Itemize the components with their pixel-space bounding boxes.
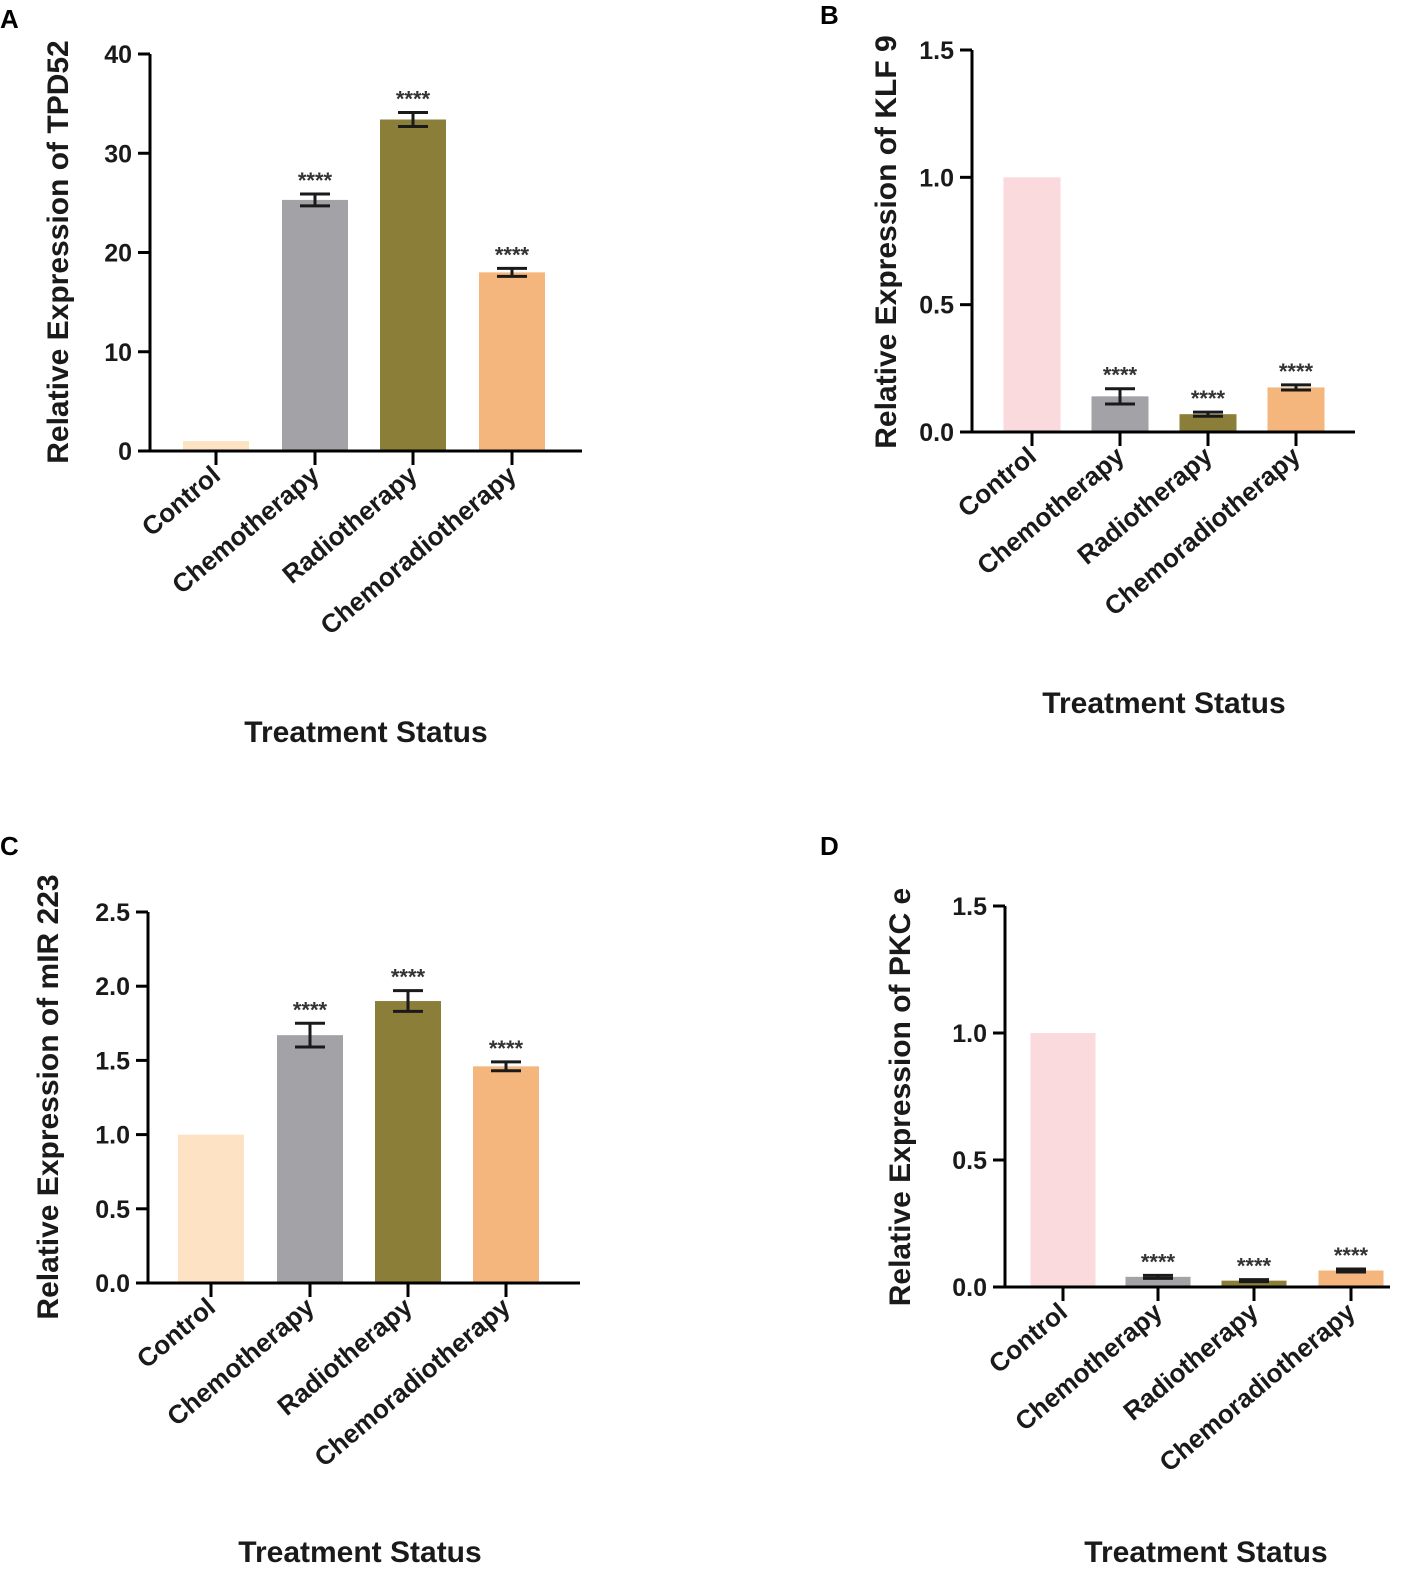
error-bar [1105, 387, 1135, 406]
panel-a: A************010203040ControlChemotherap… [0, 4, 582, 749]
y-tick-label: 0 [118, 438, 132, 466]
y-tick-label: 0.0 [952, 1274, 987, 1302]
error-bar [1336, 1267, 1366, 1274]
y-tick-label: 0.5 [952, 1147, 987, 1175]
panel-d: D**** **** ****0.00.51.01.5ControlChemothe… [820, 831, 1390, 1569]
x-tick-label: Chemoradiotherapy [314, 459, 522, 640]
error-bar [295, 1021, 325, 1049]
significance-label: **** [391, 965, 426, 990]
significance-label: **** [1279, 359, 1314, 384]
x-axis-title: Treatment Status [1084, 1536, 1327, 1569]
significance-label: **** [1237, 1254, 1272, 1279]
error-bar [393, 989, 423, 1013]
error-bar [1193, 410, 1223, 418]
y-tick-label: 20 [104, 240, 132, 268]
x-tick-label: Chemotherapy [971, 440, 1130, 580]
y-tick-label: 10 [104, 339, 132, 367]
y-tick-label: 1.0 [95, 1122, 130, 1150]
x-axis-title: Treatment Status [238, 1536, 481, 1569]
x-tick-label: Control [131, 1292, 221, 1374]
error-bar [1143, 1273, 1173, 1280]
error-bar [1281, 383, 1311, 392]
error-bar [497, 266, 527, 278]
y-tick-label: 1.5 [919, 37, 954, 65]
significance-label: **** [1103, 363, 1138, 388]
y-tick-label: 0.5 [95, 1196, 130, 1224]
error-bar [398, 111, 428, 128]
y-tick-label: 1.0 [919, 164, 954, 192]
significance-label: **** [1334, 1243, 1369, 1268]
y-tick-label: 2.5 [95, 899, 130, 927]
y-tick-label: 0.0 [919, 419, 954, 447]
y-tick-label: 1.0 [952, 1020, 987, 1048]
y-tick-label: 1.5 [952, 893, 987, 921]
bar-chemotherapy [282, 199, 348, 451]
y-axis-title: Relative Expression of PKC e [884, 888, 917, 1306]
x-tick-label: Control [983, 1297, 1073, 1379]
bar-chemotherapy [277, 1035, 343, 1283]
significance-label: **** [1141, 1249, 1176, 1274]
bar-chemoradiotherapy [479, 272, 545, 451]
x-axis-title: Treatment Status [244, 716, 487, 749]
bar-radiotherapy [1221, 1280, 1287, 1287]
panel-letter: C [0, 831, 19, 861]
bar-chemoradiotherapy [1318, 1270, 1384, 1287]
x-tick-label: Control [136, 460, 226, 542]
y-axis-title: Relative Expression of mIR 223 [32, 874, 65, 1319]
significance-label: **** [489, 1036, 524, 1061]
y-tick-label: 0.5 [919, 292, 954, 320]
x-axis-title: Treatment Status [1042, 687, 1285, 720]
bar-control [1030, 1033, 1096, 1287]
panel-letter: B [820, 0, 839, 30]
significance-label: **** [495, 242, 530, 267]
y-tick-label: 1.5 [95, 1047, 130, 1075]
panel-letter: D [820, 831, 839, 861]
panel-letter: A [0, 4, 19, 34]
y-tick-label: 0.0 [95, 1270, 130, 1298]
y-axis-title: Relative Expression of TPD52 [42, 40, 75, 464]
significance-label: **** [293, 997, 328, 1022]
significance-label: **** [396, 87, 431, 112]
error-bar [300, 192, 330, 208]
bar-radiotherapy [380, 119, 446, 451]
panel-c: C************0.00.51.01.52.02.5ControlCh… [0, 831, 580, 1569]
bar-chemotherapy [1125, 1276, 1191, 1287]
y-tick-label: 2.0 [95, 973, 130, 1001]
y-tick-label: 30 [104, 140, 132, 168]
bar-chemoradiotherapy [473, 1066, 539, 1283]
y-axis-title: Relative Expression of KLF 9 [870, 35, 903, 448]
y-tick-label: 40 [104, 41, 132, 69]
bar-control [1003, 177, 1061, 432]
panel-b: B************0.00.51.01.5ControlChemothe… [820, 0, 1355, 720]
bar-chemoradiotherapy [1267, 387, 1325, 432]
error-bar [1239, 1278, 1269, 1284]
bar-control [183, 441, 249, 451]
bar-control [178, 1134, 244, 1283]
error-bar [491, 1060, 521, 1073]
bar-radiotherapy [375, 1001, 441, 1283]
bar-radiotherapy [1179, 414, 1237, 432]
significance-label: **** [1191, 386, 1226, 411]
significance-label: **** [298, 168, 333, 193]
